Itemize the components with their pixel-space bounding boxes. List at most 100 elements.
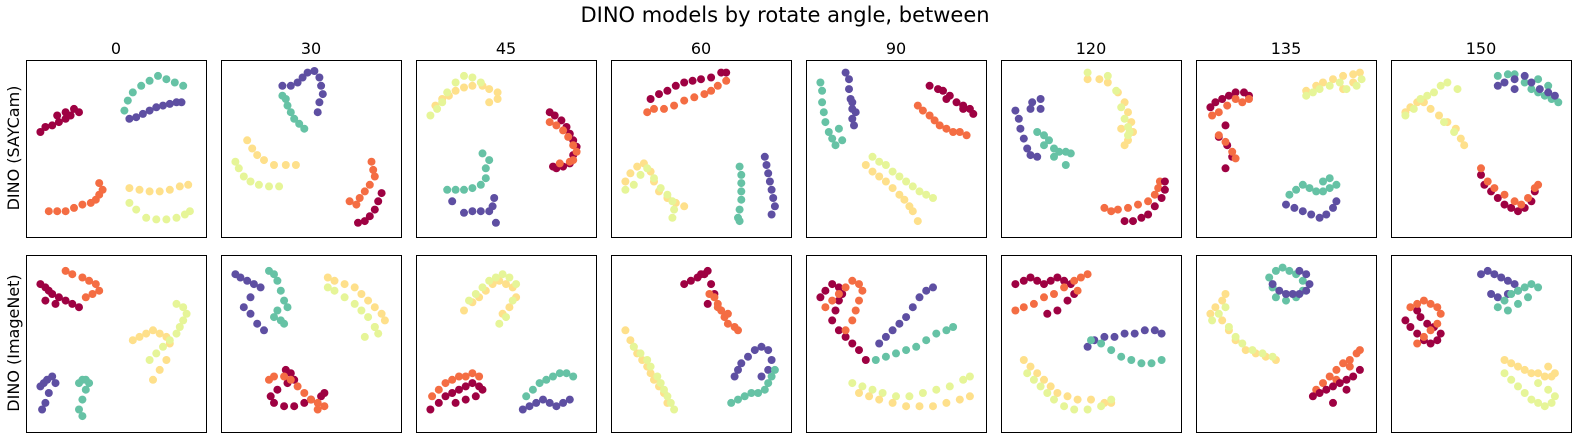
scatter-point (1029, 299, 1038, 308)
scatter-point (441, 379, 450, 388)
scatter-point (723, 319, 732, 328)
scatter-point (433, 104, 442, 113)
scatter-point (740, 392, 749, 401)
scatter-point (1130, 329, 1139, 338)
scatter-point (145, 187, 154, 196)
scatter-point (918, 106, 927, 115)
scatter-point (1507, 203, 1516, 212)
scatter-point (1150, 202, 1159, 211)
scatter-point (360, 187, 369, 196)
scatter-point (364, 313, 373, 322)
column-title-0: 0 (111, 39, 121, 58)
scatter-point (154, 71, 162, 80)
scatter-point (1419, 332, 1428, 341)
scatter-point (757, 372, 766, 381)
scatter-point (300, 124, 309, 133)
scatter-point (1014, 114, 1023, 123)
scatter-point (666, 398, 675, 407)
scatter-point (461, 372, 470, 381)
scatter-point (834, 124, 843, 133)
scatter-point (1140, 326, 1149, 335)
scatter-point (875, 395, 884, 404)
scatter-point (365, 180, 374, 189)
scatter-point (680, 78, 689, 87)
scatter-point (1544, 385, 1553, 394)
scatter-point (317, 81, 326, 90)
scatter-point (1510, 280, 1519, 289)
scatter-point (1271, 266, 1280, 275)
scatter-point (493, 95, 502, 103)
scatter-point (1524, 194, 1532, 202)
scatter-point (1127, 356, 1136, 364)
scatter-point (1413, 306, 1422, 315)
scatter-point (266, 392, 275, 401)
scatter-point (1298, 207, 1307, 216)
scatter-point (125, 114, 134, 123)
scatter-point (1490, 184, 1499, 193)
scatter-point (451, 78, 460, 87)
scatter-point (1500, 190, 1509, 199)
scatter-point (767, 210, 776, 219)
scatter-point (478, 283, 487, 292)
scatter-point (892, 349, 900, 358)
scatter-point (1070, 276, 1079, 285)
scatter-point (162, 215, 171, 224)
scatter-point (1514, 362, 1522, 371)
scatter-point (231, 157, 240, 166)
scatter-point (539, 395, 547, 404)
scatter-point (1355, 346, 1364, 355)
scatter-point (942, 326, 951, 335)
scatter-point (922, 190, 931, 199)
figure-title: DINO models by rotate angle, between (580, 3, 989, 27)
scatter-point (172, 329, 181, 338)
scatter-point (902, 346, 911, 355)
scatter-point (155, 365, 164, 374)
scatter-point (175, 182, 184, 191)
scatter-point (925, 81, 934, 90)
scatter-point (688, 76, 697, 85)
scatter-point (1550, 392, 1559, 401)
scatter-point (1342, 375, 1351, 384)
scatter-point (370, 172, 379, 181)
panel-row0-angle-60 (611, 60, 792, 238)
scatter-point (1527, 369, 1536, 378)
scatter-point (834, 283, 843, 292)
scatter-point (1325, 372, 1334, 381)
scatter-point (320, 402, 329, 411)
scatter-point (1053, 389, 1062, 397)
scatter-point (355, 194, 364, 202)
panel-row0-angle-150 (1391, 60, 1572, 238)
scatter-point (757, 342, 766, 351)
scatter-point (552, 121, 561, 130)
scatter-point (855, 346, 863, 355)
scatter-point (922, 336, 931, 345)
scatter-point (380, 316, 389, 325)
scatter-point (713, 303, 722, 312)
scatter-point (1406, 323, 1415, 331)
scatter-point (1319, 379, 1327, 388)
panel-frame (221, 255, 402, 433)
scatter-point (841, 332, 850, 341)
scatter-point (1087, 395, 1095, 404)
scatter-point (959, 375, 968, 384)
scatter-point (902, 313, 911, 322)
scatter-point (1073, 395, 1082, 404)
scatter-point (278, 81, 287, 90)
scatter-point (1456, 134, 1465, 143)
scatter-point (848, 114, 857, 123)
scatter-point (508, 296, 517, 305)
scatter-point (646, 369, 655, 378)
scatter-point (1231, 95, 1240, 103)
scatter-point (41, 398, 50, 407)
scatter-point (254, 180, 263, 189)
scatter-point (969, 109, 978, 118)
scatter-point (179, 316, 188, 325)
scatter-point (239, 303, 248, 312)
scatter-point (1083, 270, 1092, 279)
scatter-point (1137, 359, 1146, 368)
scatter-point (1129, 217, 1137, 226)
scatter-point (123, 96, 132, 105)
panel-frame (1196, 60, 1377, 238)
scatter-point (650, 174, 658, 183)
scatter-point (1110, 332, 1119, 341)
